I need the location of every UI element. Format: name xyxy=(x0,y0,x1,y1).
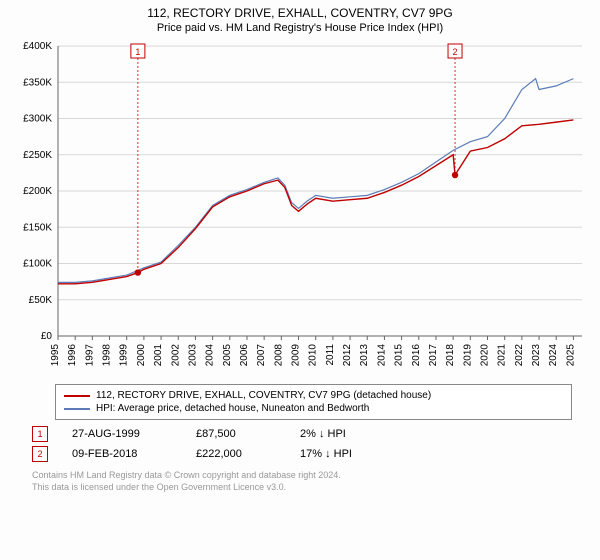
price-chart-svg: £0 £50K £100K £150K £200K £250K £300K £350K £400… xyxy=(10,38,590,378)
svg-text:1: 1 xyxy=(135,47,140,57)
sale-date-2: 09-FEB-2018 xyxy=(72,448,172,460)
svg-text:2010: 2010 xyxy=(308,344,319,367)
legend-swatch-property xyxy=(64,395,90,397)
sales-table: 1 27-AUG-1999 £87,500 2% ↓ HPI 2 09-FEB-… xyxy=(32,424,572,464)
svg-text:£400K: £400K xyxy=(23,41,52,52)
sale-pct-1: 2% ↓ HPI xyxy=(300,428,400,440)
svg-text:2022: 2022 xyxy=(514,344,525,367)
svg-text:£350K: £350K xyxy=(23,77,52,88)
svg-text:2011: 2011 xyxy=(325,344,336,366)
svg-text:2015: 2015 xyxy=(394,344,405,367)
footer-line-1: Contains HM Land Registry data © Crown c… xyxy=(32,470,572,482)
legend-label-hpi: HPI: Average price, detached house, Nune… xyxy=(96,403,369,414)
sale-marker-1-num: 1 xyxy=(37,429,42,439)
sale-price-1: £87,500 xyxy=(196,428,276,440)
footer-line-2: This data is licensed under the Open Gov… xyxy=(32,482,572,494)
svg-text:2001: 2001 xyxy=(153,344,164,367)
svg-text:£200K: £200K xyxy=(23,186,52,197)
svg-text:£250K: £250K xyxy=(23,150,52,161)
svg-text:£0: £0 xyxy=(41,331,53,342)
svg-text:1998: 1998 xyxy=(102,344,113,367)
sales-row-1: 1 27-AUG-1999 £87,500 2% ↓ HPI xyxy=(32,424,572,444)
svg-text:2008: 2008 xyxy=(273,344,284,367)
svg-text:2009: 2009 xyxy=(291,344,302,367)
svg-text:2003: 2003 xyxy=(187,344,198,367)
svg-text:2006: 2006 xyxy=(239,344,250,367)
chart-subtitle: Price paid vs. HM Land Registry's House … xyxy=(0,20,600,38)
svg-text:£50K: £50K xyxy=(29,295,53,306)
legend-row-hpi: HPI: Average price, detached house, Nune… xyxy=(64,402,563,415)
sale-date-1: 27-AUG-1999 xyxy=(72,428,172,440)
svg-text:1997: 1997 xyxy=(84,344,95,367)
svg-text:2012: 2012 xyxy=(342,344,353,367)
svg-text:2002: 2002 xyxy=(170,344,181,367)
svg-text:2004: 2004 xyxy=(205,344,216,367)
sale-marker-1: 1 xyxy=(32,426,48,442)
svg-text:2007: 2007 xyxy=(256,344,267,367)
svg-text:2021: 2021 xyxy=(497,344,508,367)
sale-pct-2: 17% ↓ HPI xyxy=(300,448,400,460)
svg-text:1995: 1995 xyxy=(50,344,61,367)
sale-marker-2-num: 2 xyxy=(37,449,42,459)
svg-text:1996: 1996 xyxy=(67,344,78,367)
svg-text:2018: 2018 xyxy=(445,344,456,367)
sale-price-2: £222,000 xyxy=(196,448,276,460)
svg-text:2005: 2005 xyxy=(222,344,233,367)
svg-text:2: 2 xyxy=(453,47,458,57)
svg-text:2017: 2017 xyxy=(428,344,439,367)
svg-text:2025: 2025 xyxy=(565,344,576,367)
svg-text:£150K: £150K xyxy=(23,222,52,233)
svg-text:2019: 2019 xyxy=(462,344,473,367)
chart-area: £0 £50K £100K £150K £200K £250K £300K £350K £400… xyxy=(10,38,590,378)
sale-marker-2: 2 xyxy=(32,446,48,462)
legend-row-property: 112, RECTORY DRIVE, EXHALL, COVENTRY, CV… xyxy=(64,389,563,402)
legend-swatch-hpi xyxy=(64,408,90,410)
svg-text:2013: 2013 xyxy=(359,344,370,367)
svg-text:£300K: £300K xyxy=(23,114,52,125)
svg-text:2023: 2023 xyxy=(531,344,542,367)
legend-box: 112, RECTORY DRIVE, EXHALL, COVENTRY, CV… xyxy=(55,384,572,420)
svg-text:2024: 2024 xyxy=(548,344,559,367)
svg-text:1999: 1999 xyxy=(119,344,130,367)
svg-text:2020: 2020 xyxy=(480,344,491,367)
svg-text:£100K: £100K xyxy=(23,259,52,270)
sales-row-2: 2 09-FEB-2018 £222,000 17% ↓ HPI xyxy=(32,444,572,464)
svg-text:2000: 2000 xyxy=(136,344,147,367)
footer: Contains HM Land Registry data © Crown c… xyxy=(32,470,572,493)
legend-label-property: 112, RECTORY DRIVE, EXHALL, COVENTRY, CV… xyxy=(96,390,431,401)
svg-text:2016: 2016 xyxy=(411,344,422,367)
svg-text:2014: 2014 xyxy=(376,344,387,367)
chart-title: 112, RECTORY DRIVE, EXHALL, COVENTRY, CV… xyxy=(0,0,600,20)
